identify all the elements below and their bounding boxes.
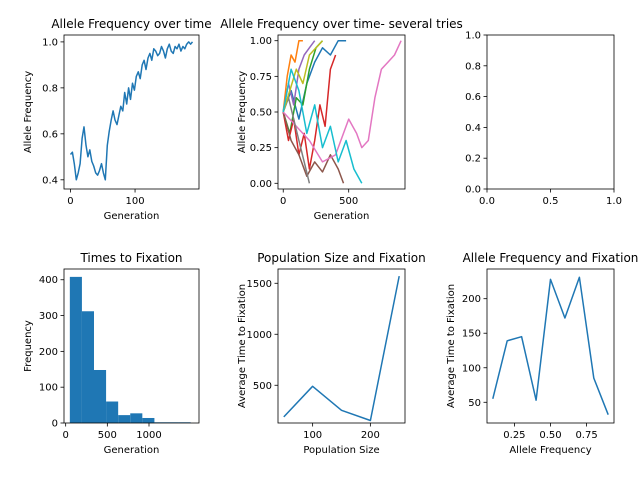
series-line — [282, 54, 337, 170]
chart-title: Allele Frequency and Fixation — [463, 251, 639, 265]
x-tick-label: 0.5 — [543, 196, 559, 207]
histogram-bar — [130, 413, 143, 423]
histogram-bar — [69, 276, 82, 423]
y-tick-label: 1000 — [247, 330, 272, 341]
y-tick-label: 1.0 — [465, 31, 481, 42]
y-tick-label: 0.25 — [250, 143, 272, 154]
x-tick-label: 0.50 — [539, 430, 561, 441]
y-tick-label: 0.6 — [42, 129, 58, 140]
histogram-bar — [142, 417, 155, 423]
plot-area — [282, 39, 402, 184]
chart-4: 0 500 1000 0 100 200 300 400 Generation Frequency… — [23, 251, 200, 456]
series-line — [492, 276, 609, 415]
y-tick-label: 0.6 — [465, 92, 481, 103]
x-axis-label: Generation — [104, 445, 160, 456]
plot-area — [492, 276, 609, 415]
x-tick-label: 100 — [126, 196, 145, 207]
x-tick-label: 100 — [303, 430, 322, 441]
axes-frame — [63, 268, 200, 424]
x-axis-label: Allele Frequency — [509, 445, 591, 456]
y-tick-label: 0.0 — [465, 185, 481, 196]
histogram-bar — [106, 401, 119, 423]
x-tick-label: 0 — [67, 196, 73, 207]
y-axis-label: Allele Frequency — [237, 71, 248, 153]
x-tick-label: 500 — [98, 430, 117, 441]
y-tick-label: 300 — [39, 311, 58, 322]
series-line — [283, 275, 400, 422]
y-tick-label: 0 — [52, 419, 58, 430]
chart-5: 100 200 500 1000 1500 Population Size Average … — [237, 251, 426, 456]
x-tick-label: 0 — [280, 196, 286, 207]
axes-frame — [63, 34, 200, 190]
x-tick-label: 200 — [361, 430, 380, 441]
y-tick-label: 200 — [39, 347, 58, 358]
y-axis-label: Average Time to Fixation — [446, 284, 457, 408]
series-line — [69, 41, 194, 181]
x-tick-label: 0.0 — [479, 196, 495, 207]
x-axis-label: Generation — [104, 211, 160, 222]
y-axis-label: Average Time to Fixation — [237, 284, 248, 408]
y-axis-label: Allele Frequency — [23, 71, 34, 153]
x-tick-label: 0.25 — [503, 430, 525, 441]
y-tick-label: 100 — [39, 383, 58, 394]
x-tick-label: 0.75 — [575, 430, 597, 441]
chart-1: 0 100 0.4 0.6 0.8 1.0 Generation Allele Frequen… — [23, 17, 212, 222]
chart-2: 0 500 0.00 0.25 0.50 0.75 1.00 Generation Allele… — [220, 17, 463, 222]
series-line — [282, 40, 324, 113]
x-tick-label: 500 — [339, 196, 358, 207]
y-tick-label: 100 — [462, 363, 481, 374]
plot-area — [69, 41, 194, 181]
y-tick-label: 1500 — [247, 279, 272, 290]
y-tick-label: 50 — [468, 398, 481, 409]
chart-title: Allele Frequency over time — [51, 17, 211, 31]
y-tick-label: 0.8 — [42, 83, 58, 94]
y-tick-label: 1.00 — [250, 36, 272, 47]
y-tick-label: 500 — [253, 381, 272, 392]
chart-title: Times to Fixation — [79, 251, 182, 265]
histogram-bar — [81, 311, 94, 423]
y-tick-label: 400 — [39, 275, 58, 286]
series-line — [282, 40, 402, 163]
histogram-bar — [118, 415, 131, 423]
y-axis-label: Frequency — [23, 320, 34, 372]
plot-area — [283, 275, 400, 422]
x-axis-label: Population Size — [303, 445, 379, 456]
y-tick-label: 0.00 — [250, 179, 272, 190]
axes-frame — [277, 268, 406, 424]
y-tick-label: 0.4 — [42, 175, 58, 186]
y-tick-label: 0.4 — [465, 123, 481, 134]
chart-title: Population Size and Fixation — [257, 251, 426, 265]
axes-frame — [486, 34, 615, 190]
y-tick-label: 150 — [462, 329, 481, 340]
y-tick-label: 200 — [462, 294, 481, 305]
histogram-bar — [94, 369, 107, 423]
series-line — [282, 39, 303, 113]
x-tick-label: 1.0 — [606, 196, 622, 207]
y-tick-label: 1.0 — [42, 37, 58, 48]
chart-title: Allele Frequency over time- several trie… — [220, 17, 463, 31]
y-tick-label: 0.50 — [250, 108, 272, 119]
chart-6: 0.25 0.50 0.75 50 100 150 200 Allele Frequency A… — [446, 251, 638, 456]
series-line — [282, 111, 345, 184]
y-tick-label: 0.75 — [250, 72, 272, 83]
chart-3: 0.0 0.5 1.0 0.0 0.2 0.4 0.6 0.8 1.0 — [465, 31, 622, 208]
x-axis-label: Generation — [314, 211, 370, 222]
y-tick-label: 0.8 — [465, 61, 481, 72]
series-line — [282, 68, 363, 184]
x-tick-label: 0 — [62, 430, 68, 441]
y-tick-label: 0.2 — [465, 154, 481, 165]
plot-area — [69, 276, 191, 423]
x-tick-label: 1000 — [136, 430, 161, 441]
